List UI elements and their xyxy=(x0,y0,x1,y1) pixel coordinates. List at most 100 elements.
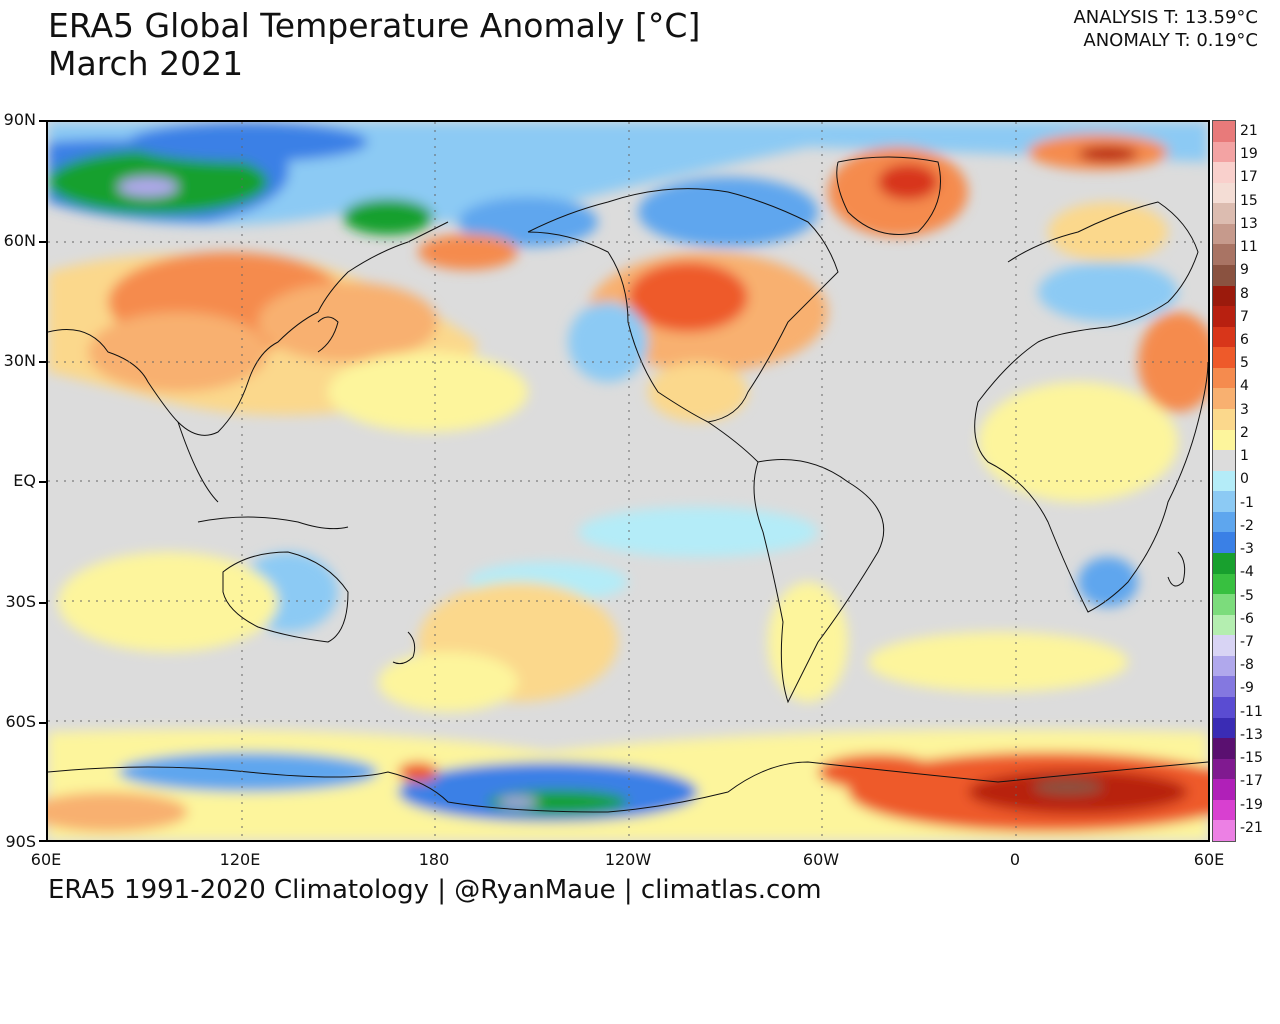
lat-label-eq: EQ xyxy=(13,471,36,490)
colorbar-label: 13 xyxy=(1240,215,1258,232)
anomaly-barents-hot xyxy=(1078,146,1138,162)
lat-label-30n: 30N xyxy=(3,351,36,370)
colorbar-segment xyxy=(1213,676,1235,698)
colorbar-label: 6 xyxy=(1240,332,1249,349)
colorbar-label: -1 xyxy=(1240,494,1254,511)
anomaly-europe-cool xyxy=(1038,262,1178,322)
colorbar-label: 8 xyxy=(1240,285,1249,302)
colorbar-label: 9 xyxy=(1240,262,1249,279)
colorbar-segment xyxy=(1213,450,1235,472)
coastline-central-america xyxy=(707,421,759,463)
colorbar-label: 5 xyxy=(1240,355,1249,372)
colorbar-segment xyxy=(1213,347,1235,369)
colorbar-segment xyxy=(1213,594,1235,616)
colorbar-label: 15 xyxy=(1240,192,1258,209)
colorbar-label: -7 xyxy=(1240,633,1254,650)
colorbar-segment xyxy=(1213,573,1235,595)
lat-tick xyxy=(39,120,46,122)
anomaly-south-pacific-warm-2 xyxy=(378,652,518,712)
coastline-japan xyxy=(317,316,339,353)
anomaly-north-pacific-warm xyxy=(418,234,518,270)
coastline-south-america xyxy=(753,459,885,704)
lat-tick xyxy=(39,840,46,842)
colorbar-label: -19 xyxy=(1240,796,1263,813)
colorbar-label: 19 xyxy=(1240,146,1258,163)
colorbar-segment xyxy=(1213,265,1235,287)
colorbar-segment xyxy=(1213,614,1235,636)
colorbar-segment xyxy=(1213,532,1235,554)
colorbar-segment xyxy=(1213,306,1235,328)
anomaly-antarctic-warmest xyxy=(1033,779,1103,795)
colorbar-segment xyxy=(1213,141,1235,163)
colorbar-label: -11 xyxy=(1240,703,1263,720)
coastline-europe-africa xyxy=(974,201,1208,613)
lat-tick xyxy=(39,241,46,243)
footer-credit: ERA5 1991-2020 Climatology | @RyanMaue |… xyxy=(48,875,822,905)
colorbar-label: 1 xyxy=(1240,448,1249,465)
colorbar-segment xyxy=(1213,223,1235,245)
lat-tick xyxy=(39,602,46,604)
lon-label-60w: 60W xyxy=(802,850,840,869)
colorbar-segment xyxy=(1213,429,1235,451)
analysis-temperature: ANALYSIS T: 13.59°C xyxy=(1073,7,1258,28)
anomaly-antarctic-warm-tip xyxy=(398,762,438,782)
lat-lon-grid xyxy=(48,122,1208,840)
colorbar-label: -15 xyxy=(1240,750,1263,767)
colorbar-segment xyxy=(1213,491,1235,513)
anomaly-antarctic-warm-west xyxy=(818,754,938,790)
anomaly-pacific-yellow xyxy=(328,352,528,432)
map-title: ERA5 Global Temperature Anomaly [°C] xyxy=(48,6,701,45)
anomaly-south-indian-warm xyxy=(58,552,278,652)
colorbar-segment xyxy=(1213,409,1235,431)
colorbar-segment xyxy=(1213,326,1235,348)
anomaly-temperature: ANOMALY T: 0.19°C xyxy=(1083,30,1258,51)
colorbar-label: -5 xyxy=(1240,587,1254,604)
anomaly-west-us-cool xyxy=(568,302,648,382)
coastline-indochina xyxy=(177,421,219,503)
colorbar-segment xyxy=(1213,182,1235,204)
colorbar-label: 7 xyxy=(1240,308,1249,325)
coastline-madagascar xyxy=(1167,551,1186,587)
colorbar-segment xyxy=(1213,799,1235,821)
colorbar-label: 21 xyxy=(1240,123,1258,139)
lon-label-60e: 60E xyxy=(30,850,62,869)
lat-label-90s: 90S xyxy=(5,832,36,851)
anomaly-antarctic-orange-base xyxy=(48,792,188,832)
colorbar-label: 17 xyxy=(1240,169,1258,186)
coastline-australia xyxy=(222,551,349,643)
anomaly-antarctic-cold-core xyxy=(488,790,628,814)
coastline-indonesia xyxy=(197,516,349,530)
anomaly-africa-yellow xyxy=(978,382,1178,502)
colorbar-segment xyxy=(1213,738,1235,760)
colorbar-label: -8 xyxy=(1240,657,1254,674)
anomaly-south-atlantic-warm xyxy=(868,632,1128,692)
colorbar xyxy=(1212,120,1236,842)
colorbar-label: 11 xyxy=(1240,239,1258,256)
anomaly-plains-warm xyxy=(628,262,748,332)
anomaly-east-siberia-cold xyxy=(343,199,433,235)
lat-label-60n: 60N xyxy=(3,231,36,250)
coastline-greenland xyxy=(836,156,941,235)
anomaly-arctic-sea-cool xyxy=(128,122,368,162)
lon-label-120w: 120W xyxy=(604,850,652,869)
colorbar-segment xyxy=(1213,553,1235,575)
lon-label-0: 0 xyxy=(1009,850,1021,869)
colorbar-segment xyxy=(1213,367,1235,389)
colorbar-segment xyxy=(1213,285,1235,307)
coastline-north-america xyxy=(527,188,839,423)
lon-label-180: 180 xyxy=(418,850,450,869)
colorbar-segment xyxy=(1213,162,1235,184)
anomaly-siberia-core xyxy=(118,177,178,197)
anomaly-alaska-cool xyxy=(458,197,598,247)
lat-tick xyxy=(39,481,46,483)
lat-tick xyxy=(39,361,46,363)
lat-label-60s: 60S xyxy=(5,712,36,731)
anomaly-scandinavia-warm xyxy=(1048,202,1168,262)
colorbar-label: 2 xyxy=(1240,424,1249,441)
colorbar-segment xyxy=(1213,655,1235,677)
coastlines xyxy=(48,156,1208,813)
colorbar-label: 4 xyxy=(1240,378,1249,395)
colorbar-label: -4 xyxy=(1240,564,1254,581)
anomaly-mexico-warm xyxy=(648,362,748,422)
map-subtitle: March 2021 xyxy=(48,44,244,83)
